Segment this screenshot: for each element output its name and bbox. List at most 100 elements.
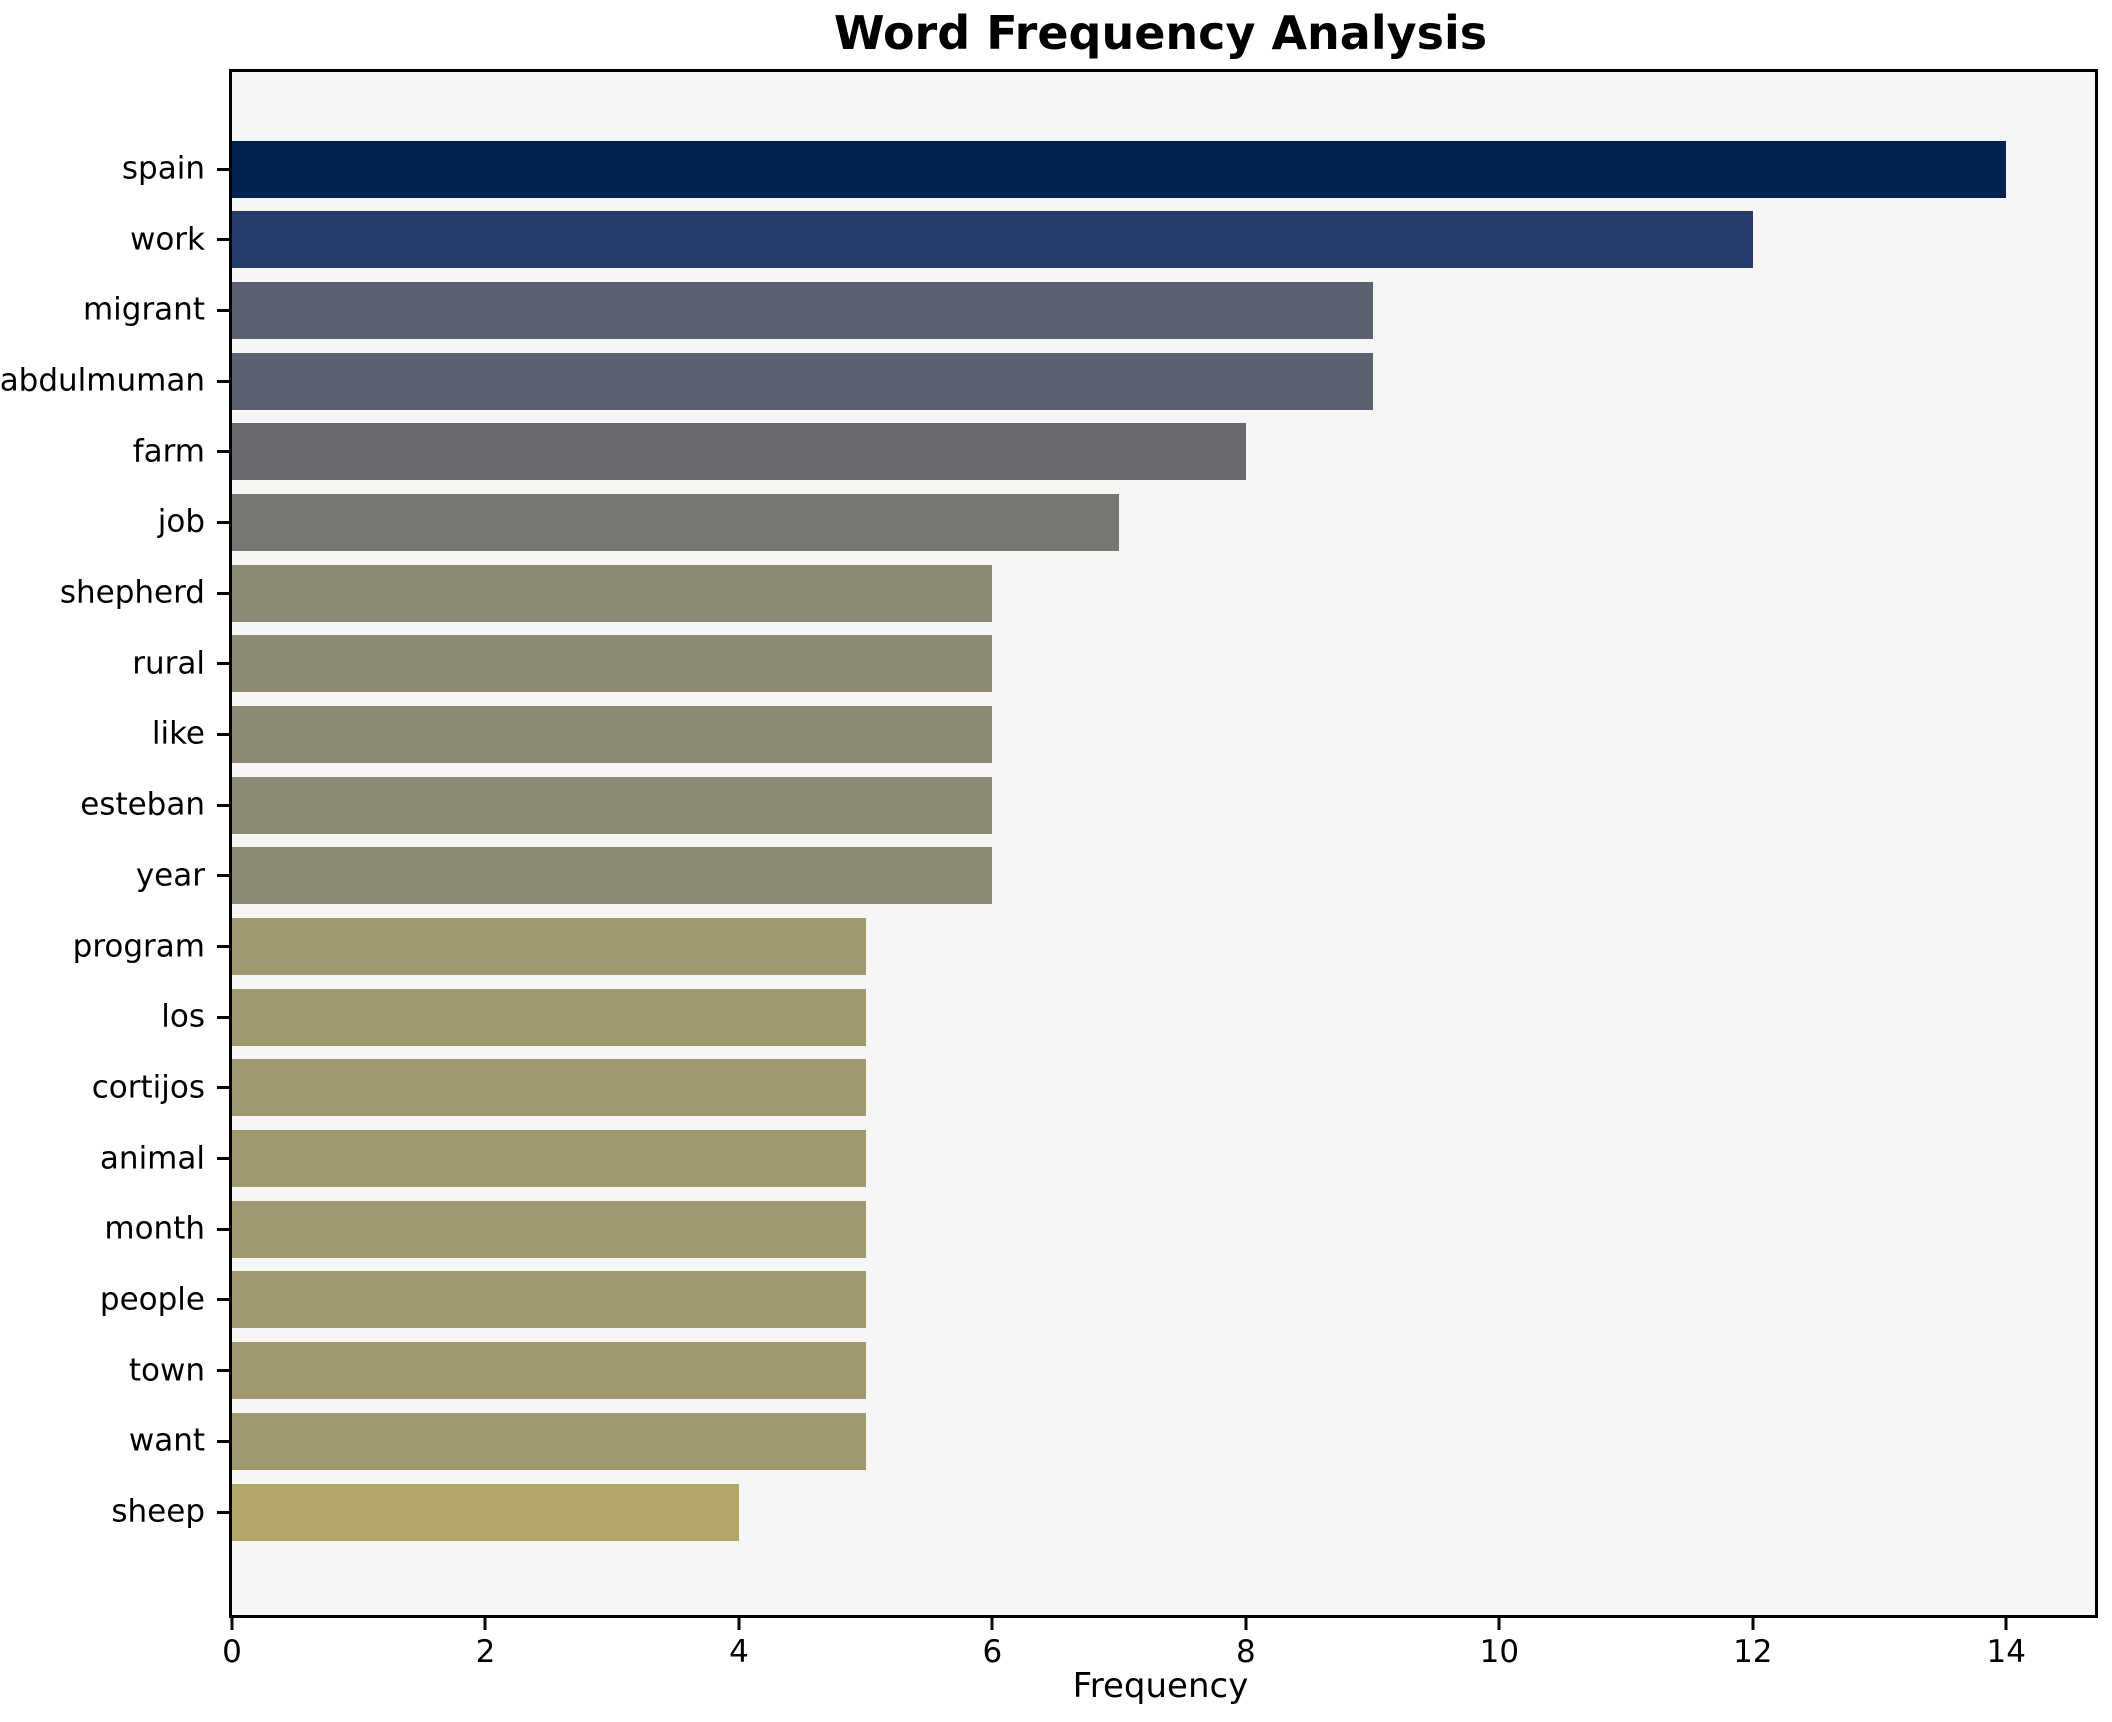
y-axis-tick-cortijos [217,1086,229,1090]
x-tick-label-0: 0 [222,1634,242,1670]
bar-row-sheep [232,1483,2095,1541]
bar-people [232,1271,866,1329]
bar-row-farm [232,423,2095,481]
x-axis-tick-6 [990,1618,994,1630]
y-axis-tick-esteban [217,803,229,807]
y-axis-tick-farm [217,450,229,454]
y-tick-label-program: program [72,928,205,965]
y-tick-label-migrant: migrant [82,291,205,328]
chart-title: Word Frequency Analysis [833,6,1488,60]
y-axis-tick-year [217,874,229,878]
y-axis-tick-town [217,1369,229,1373]
y-tick-label-cortijos: cortijos [91,1069,205,1106]
bar-animal [232,1130,866,1188]
bar-job [232,493,1120,551]
bar-row-abdulmuman [232,352,2095,410]
y-tick-label-year: year [135,857,205,894]
bar-row-animal [232,1130,2095,1188]
bar-year [232,847,993,905]
bar-row-spain [232,140,2095,198]
y-axis-tick-shepherd [217,591,229,595]
bar-row-year [232,847,2095,905]
y-tick-label-town: town [128,1352,205,1389]
bar-row-cortijos [232,1059,2095,1117]
bar-abdulmuman [232,352,1373,410]
y-axis-tick-migrant [217,308,229,312]
x-axis-label: Frequency [1072,1666,1249,1706]
bar-row-esteban [232,776,2095,834]
bar-program [232,918,866,976]
bar-spain [232,140,2007,198]
bar-row-like [232,705,2095,763]
bar-row-town [232,1342,2095,1400]
y-axis-tick-abdulmuman [217,379,229,383]
y-tick-label-job: job [157,503,205,540]
x-axis-tick-10 [1497,1618,1501,1630]
y-axis-tick-los [217,1015,229,1019]
bar-los [232,988,866,1046]
bar-want [232,1412,866,1470]
x-tick-label-8: 8 [1236,1634,1256,1670]
x-tick-label-6: 6 [982,1634,1003,1670]
y-tick-label-like: like [151,715,205,752]
x-tick-label-10: 10 [1479,1634,1520,1670]
y-tick-label-want: want [128,1422,205,1459]
plot-area: spain work migrant abdulmuman farm job shepher… [0,69,2098,1668]
x-axis-tick-0 [230,1618,234,1630]
y-axis-tick-program [217,945,229,949]
y-tick-label-month: month [104,1210,205,1247]
y-tick-label-work: work [129,221,205,258]
bar-row-migrant [232,281,2095,339]
y-axis-tick-animal [217,1157,229,1161]
bar-row-job [232,493,2095,551]
y-axis-tick-work [217,238,229,242]
x-axis-tick-12 [1751,1618,1755,1630]
y-tick-label-farm: farm [132,433,205,470]
x-axis-tick-4 [737,1618,741,1630]
bar-row-program [232,918,2095,976]
bar-row-rural [232,635,2095,693]
bar-sheep [232,1483,739,1541]
bar-like [232,705,993,763]
x-axis-tick-8 [1244,1618,1248,1630]
bar-rural [232,635,993,693]
bar-cortijos [232,1059,866,1117]
y-tick-label-shepherd: shepherd [59,574,205,611]
y-axis-tick-like [217,732,229,736]
y-axis-tick-sheep [217,1510,229,1514]
y-tick-label-los: los [161,998,205,1035]
bar-esteban [232,776,993,834]
bar-work [232,211,1753,269]
bar-row-shepherd [232,564,2095,622]
y-axis-tick-rural [217,662,229,666]
bar-town [232,1342,866,1400]
y-axis-tick-people [217,1298,229,1302]
bar-row-los [232,988,2095,1046]
y-tick-label-people: people [99,1281,205,1318]
y-tick-label-abdulmuman: abdulmuman [0,362,205,399]
y-tick-label-sheep: sheep [111,1493,205,1530]
bar-migrant [232,281,1373,339]
bar-month [232,1200,866,1258]
y-axis-tick-job [217,520,229,524]
x-tick-label-4: 4 [729,1634,749,1670]
x-tick-label-2: 2 [475,1634,496,1670]
bar-row-work [232,211,2095,269]
x-tick-label-12: 12 [1733,1634,1773,1670]
bar-farm [232,423,1246,481]
bar-row-month [232,1200,2095,1258]
y-axis-tick-month [217,1227,229,1231]
y-tick-label-rural: rural [132,645,205,682]
x-axis-tick-2 [483,1618,487,1630]
x-tick-label-14: 14 [1986,1634,2027,1670]
y-tick-label-esteban: esteban [80,786,205,823]
y-tick-label-spain: spain [121,150,205,187]
y-tick-label-animal: animal [99,1140,205,1177]
bar-shepherd [232,564,993,622]
bar-row-people [232,1271,2095,1329]
bar-row-want [232,1412,2095,1470]
x-axis-tick-14 [2004,1618,2008,1630]
y-axis-tick-spain [217,167,229,171]
y-axis-tick-want [217,1439,229,1443]
